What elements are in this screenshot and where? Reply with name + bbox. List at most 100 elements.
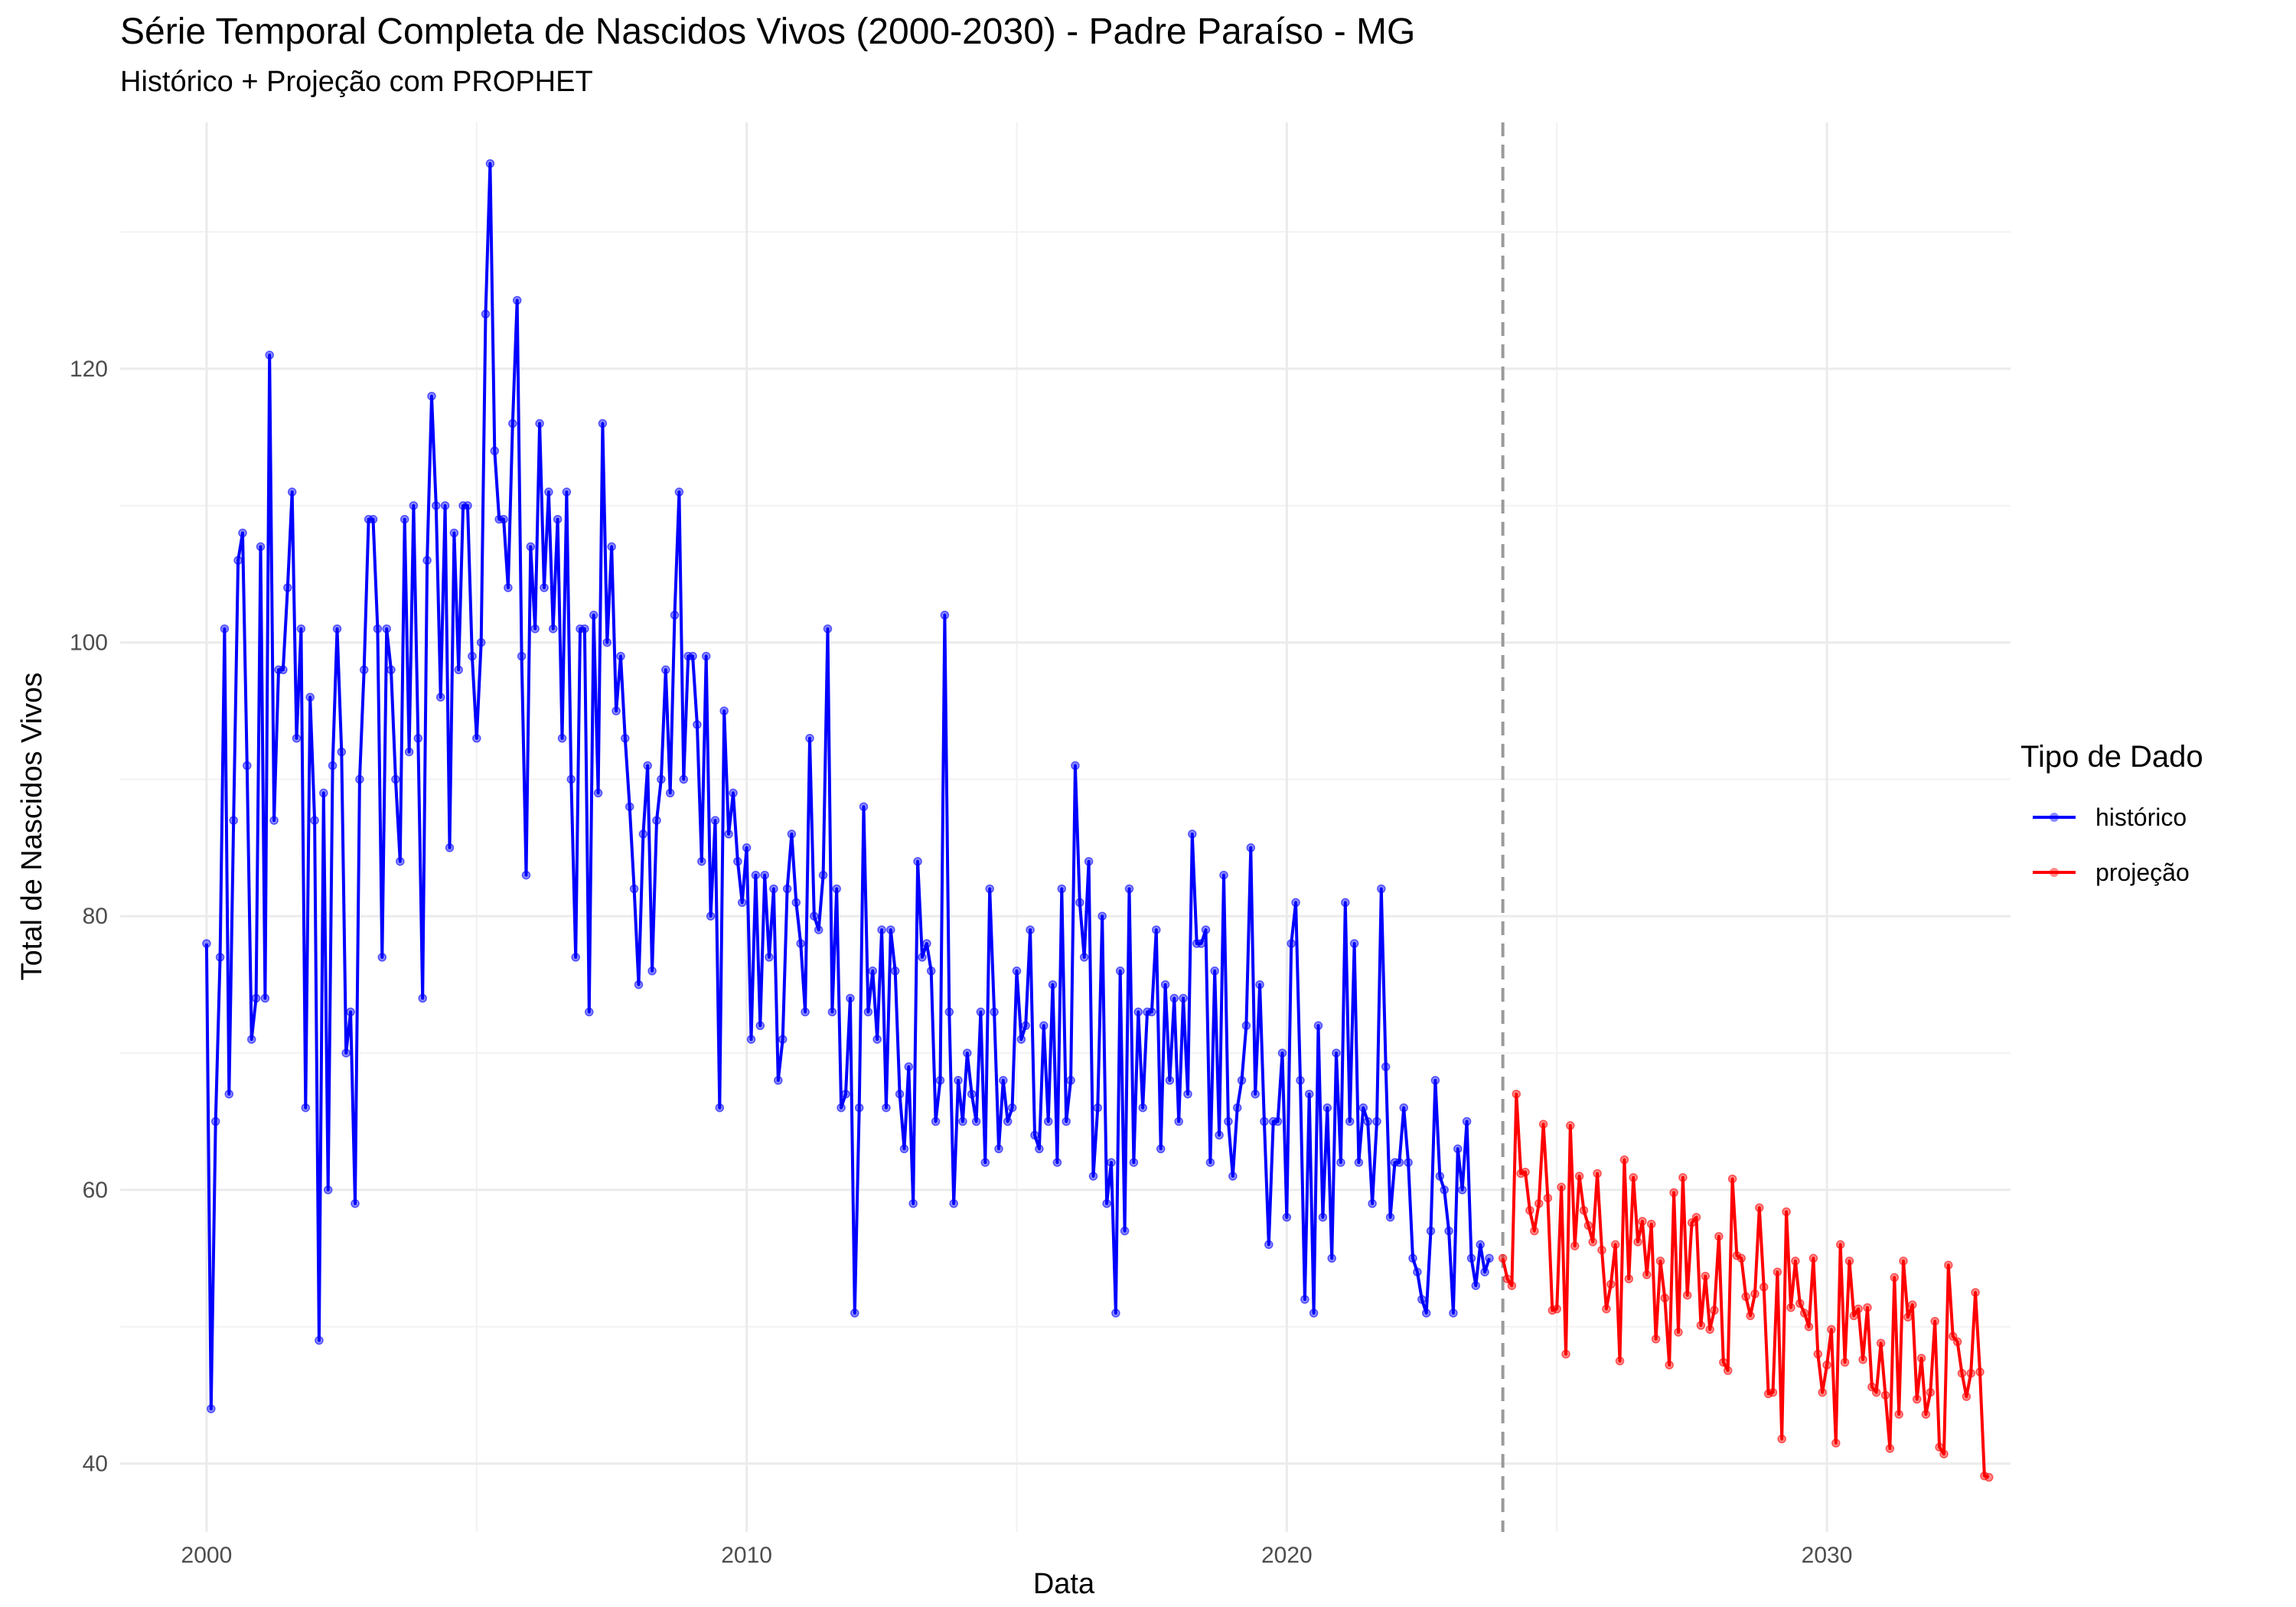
- data-point: [751, 870, 761, 880]
- data-point: [724, 830, 733, 839]
- data-point: [918, 953, 927, 962]
- data-point: [607, 542, 616, 552]
- data-point: [1593, 1169, 1602, 1178]
- data-point: [512, 295, 522, 305]
- data-point: [1768, 1387, 1778, 1397]
- data-point: [805, 734, 814, 743]
- data-point: [1066, 1076, 1075, 1085]
- data-point: [1507, 1281, 1517, 1290]
- data-point: [589, 611, 598, 620]
- minor-gridlines: [120, 122, 2011, 1532]
- data-point: [647, 966, 657, 976]
- data-point: [931, 1116, 941, 1126]
- data-point: [837, 1103, 846, 1113]
- data-point: [1251, 1089, 1260, 1099]
- data-point: [1264, 1240, 1274, 1250]
- data-point: [701, 651, 711, 661]
- data-point: [765, 953, 774, 962]
- legend: Tipo de Dado histórico projeção: [2020, 740, 2203, 886]
- data-point: [1773, 1267, 1782, 1276]
- data-point: [1831, 1439, 1841, 1448]
- series-layer: [202, 158, 1994, 1482]
- data-point: [683, 651, 693, 661]
- data-point: [396, 856, 405, 866]
- data-point: [810, 911, 819, 921]
- y-axis-ticks: 40 60 80 100 120: [70, 357, 108, 1477]
- y-tick-label: 40: [83, 1452, 108, 1477]
- data-point: [1363, 1116, 1372, 1126]
- data-point: [1309, 1309, 1319, 1318]
- data-point: [859, 802, 869, 811]
- data-point: [283, 583, 292, 592]
- data-point: [481, 309, 491, 319]
- data-point: [850, 1309, 859, 1318]
- data-point: [373, 624, 383, 634]
- data-point: [1727, 1174, 1737, 1184]
- data-point: [296, 624, 306, 634]
- data-point: [355, 774, 364, 784]
- data-point: [1534, 1199, 1544, 1208]
- data-point: [1084, 856, 1094, 866]
- data-point: [976, 1007, 986, 1017]
- data-point: [1755, 1203, 1764, 1212]
- data-point: [1390, 1158, 1400, 1167]
- data-point: [814, 925, 823, 934]
- data-point: [1665, 1361, 1674, 1370]
- data-point: [1030, 1130, 1039, 1140]
- data-point: [1691, 1212, 1701, 1222]
- data-point: [1876, 1338, 1886, 1348]
- data-point: [1453, 1144, 1463, 1154]
- data-point: [1574, 1172, 1584, 1181]
- data-point: [1916, 1354, 1926, 1363]
- data-point: [1957, 1368, 1967, 1378]
- data-point: [1710, 1305, 1719, 1315]
- data-point: [1786, 1302, 1795, 1312]
- data-point: [971, 1116, 981, 1126]
- data-point: [1912, 1394, 1922, 1404]
- data-point: [688, 651, 697, 661]
- data-point: [535, 419, 544, 429]
- data-point: [926, 966, 936, 976]
- data-point: [1588, 1237, 1597, 1247]
- data-point: [638, 830, 648, 839]
- data-point: [697, 856, 706, 866]
- data-point: [1858, 1354, 1867, 1364]
- data-point: [1408, 1253, 1417, 1263]
- chart-subtitle: Histórico + Projeção com PROPHET: [120, 66, 593, 98]
- data-point: [400, 514, 409, 524]
- data-point: [1804, 1322, 1814, 1332]
- data-point: [774, 1076, 783, 1085]
- data-point: [1871, 1387, 1881, 1397]
- data-point: [1219, 870, 1228, 880]
- data-point: [265, 350, 274, 360]
- data-point: [643, 761, 652, 771]
- data-point: [778, 1035, 788, 1044]
- data-point: [693, 720, 702, 729]
- data-point: [940, 611, 950, 620]
- data-point: [1228, 1172, 1238, 1181]
- data-point: [1354, 1158, 1364, 1167]
- data-point: [1088, 1172, 1098, 1181]
- data-point: [202, 939, 211, 948]
- data-point: [782, 884, 792, 894]
- data-point: [1498, 1253, 1508, 1263]
- data-point: [1156, 1144, 1166, 1154]
- data-point: [274, 665, 283, 675]
- data-point: [1908, 1300, 1917, 1309]
- data-point: [1966, 1368, 1975, 1378]
- data-point: [1300, 1295, 1309, 1304]
- series-line: [1501, 1092, 1990, 1479]
- data-point: [1552, 1304, 1561, 1314]
- legend-label-historico: histórico: [2095, 804, 2187, 831]
- data-point: [454, 665, 463, 675]
- data-point: [585, 1007, 594, 1017]
- data-point: [530, 624, 540, 634]
- data-point: [504, 583, 513, 592]
- data-point: [351, 1199, 360, 1208]
- data-point: [1583, 1221, 1593, 1231]
- data-point: [1241, 1021, 1251, 1031]
- data-point: [1124, 884, 1134, 894]
- data-point: [521, 870, 531, 880]
- data-point: [1655, 1257, 1665, 1266]
- data-point: [1026, 925, 1035, 934]
